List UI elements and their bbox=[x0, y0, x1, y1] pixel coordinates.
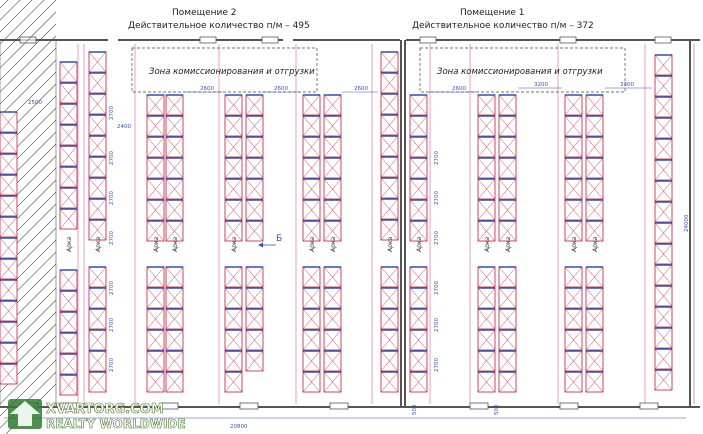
arch-label: Арка bbox=[309, 236, 316, 253]
bay-dimension: 2700 bbox=[434, 281, 440, 295]
dim-upper-1: 2600 bbox=[200, 86, 214, 92]
bay-dimension: 2700 bbox=[109, 358, 115, 372]
dim-upper-6: 3300 bbox=[620, 82, 634, 88]
bay-dimension: 2700 bbox=[109, 231, 115, 245]
rack-column-11 bbox=[477, 94, 496, 393]
dim-total-height: 24000 bbox=[684, 214, 690, 232]
dock-door bbox=[239, 402, 259, 410]
arch-label: Арка bbox=[571, 236, 578, 253]
aisle-lines bbox=[77, 44, 646, 404]
section-marker-b: Б bbox=[258, 234, 282, 248]
dock-door bbox=[639, 402, 659, 410]
dock-door bbox=[559, 36, 577, 44]
rack-column-2 bbox=[88, 51, 107, 393]
arch-label: Арка bbox=[592, 236, 599, 253]
dim-upper-2: 2600 bbox=[274, 86, 288, 92]
rack-column-7 bbox=[302, 94, 321, 393]
rack-column-1 bbox=[59, 61, 78, 396]
bay-dimension: 2700 bbox=[434, 358, 440, 372]
bay-dimension: 2700 bbox=[109, 318, 115, 332]
watermark-logo bbox=[8, 399, 42, 429]
dimension-lines bbox=[4, 44, 695, 419]
rack-column-14 bbox=[585, 94, 604, 393]
arch-label: Арка bbox=[153, 236, 160, 253]
rack-column-12 bbox=[498, 94, 517, 393]
dim-upper-4: 2600 bbox=[452, 86, 466, 92]
dock-door bbox=[559, 402, 579, 410]
rack-column-15 bbox=[654, 54, 673, 391]
arch-label: Арка bbox=[172, 236, 179, 253]
bay-dimension-labels: 2700 2700 2700 2700 2700 2700 2700 2700 2700 2700… bbox=[109, 106, 440, 372]
zone-boundary-room2 bbox=[131, 47, 318, 93]
watermark-line1: XVARTORG.COM bbox=[46, 402, 164, 417]
rack-column-3 bbox=[146, 94, 165, 393]
dim-total-width: 20800 bbox=[230, 424, 248, 430]
rack-column-9 bbox=[380, 51, 399, 393]
dim-bottom-1: 500 bbox=[412, 404, 418, 415]
rack-column-8 bbox=[323, 94, 342, 393]
arch-label: Арка bbox=[505, 236, 512, 253]
bay-dimension: 2700 bbox=[109, 191, 115, 205]
rack-column-5 bbox=[224, 94, 243, 393]
dim-upper-5: 3200 bbox=[534, 82, 548, 88]
dim-bottom-2: 500 bbox=[494, 404, 500, 415]
bay-dimension: 2700 bbox=[434, 191, 440, 205]
zone-boundary-room1 bbox=[419, 47, 626, 93]
arch-labels: Арка Арка Арка Арка Арка Арка Арка Арка Арка Арка… bbox=[66, 236, 599, 253]
dock-door bbox=[654, 36, 672, 44]
dim-2500: 2500 bbox=[28, 100, 42, 106]
building-walls bbox=[0, 39, 700, 408]
arch-label: Арка bbox=[484, 236, 491, 253]
bay-dimension: 2700 bbox=[434, 151, 440, 165]
arch-label: Арка bbox=[66, 236, 73, 253]
room1-title: Помещение 1 bbox=[460, 8, 524, 18]
bay-dimension: 2700 bbox=[434, 231, 440, 245]
rack-column-0 bbox=[0, 111, 18, 385]
arch-label: Арка bbox=[231, 236, 238, 253]
zone-label-room1: Зона комиссионирования и отгрузки bbox=[437, 67, 603, 77]
dock-door bbox=[469, 402, 489, 410]
dim-2400: 2400 bbox=[117, 124, 131, 130]
arch-label: Арка bbox=[95, 236, 102, 253]
room1-capacity: Действительное количество п/м – 372 bbox=[412, 21, 594, 31]
bay-dimension: 2700 bbox=[109, 106, 115, 120]
dock-door bbox=[261, 36, 279, 44]
dock-door bbox=[199, 36, 217, 44]
dock-door bbox=[59, 402, 79, 410]
svg-text:Б: Б bbox=[276, 234, 282, 244]
arch-label: Арка bbox=[387, 236, 394, 253]
rack-column-4 bbox=[165, 94, 184, 393]
arch-label: Арка bbox=[330, 236, 337, 253]
rack-rows bbox=[0, 51, 673, 396]
rack-column-6 bbox=[245, 94, 264, 372]
room2-capacity: Действительное количество п/м – 495 bbox=[128, 21, 310, 31]
bay-dimension: 2700 bbox=[109, 151, 115, 165]
rack-column-13 bbox=[564, 94, 583, 393]
arch-label: Арка bbox=[416, 236, 423, 253]
dock-door bbox=[159, 402, 179, 410]
dock-door bbox=[419, 36, 437, 44]
watermark-line2: REALTY WORLDWIDE bbox=[46, 417, 186, 431]
rack-column-10 bbox=[409, 94, 428, 393]
room2-title: Помещение 2 bbox=[172, 8, 236, 18]
dock-door bbox=[329, 402, 349, 410]
bay-dimension: 2700 bbox=[109, 281, 115, 295]
dim-upper-3: 2600 bbox=[354, 86, 368, 92]
bay-dimension: 2700 bbox=[434, 318, 440, 332]
zone-label-room2: Зона комиссионирования и отгрузки bbox=[149, 67, 315, 77]
